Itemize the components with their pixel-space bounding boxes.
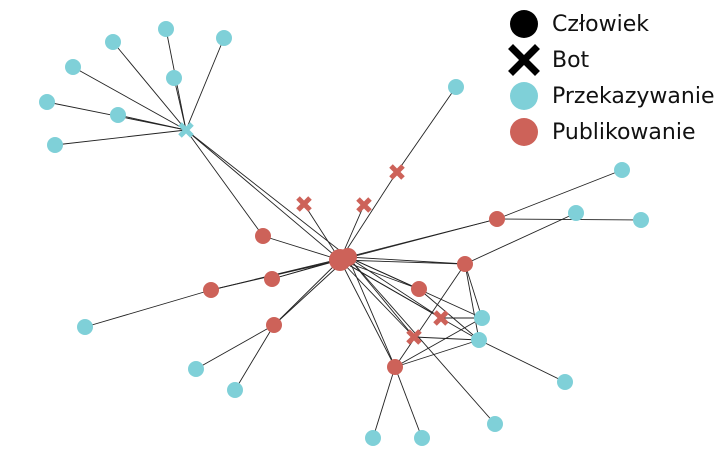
forward-node — [110, 107, 126, 123]
legend-item-forward: Przekazywanie — [508, 78, 714, 114]
forward-node — [166, 70, 182, 86]
forward-node — [471, 332, 487, 348]
forward-node — [448, 79, 464, 95]
forward-node — [47, 137, 63, 153]
forward-node — [65, 59, 81, 75]
legend-label-bot: Bot — [552, 47, 590, 73]
publish-node — [203, 282, 219, 298]
publish-node — [411, 281, 427, 297]
graph-edge — [394, 263, 466, 368]
forward-node — [614, 162, 630, 178]
forward-node — [633, 212, 649, 228]
publish-node — [266, 317, 282, 333]
graph-edge — [54, 129, 187, 146]
graph-edge — [262, 235, 341, 261]
graph-edge — [347, 256, 396, 368]
bot-node — [389, 164, 405, 180]
graph-edge — [464, 263, 483, 319]
forward-node — [487, 416, 503, 432]
publish-node — [457, 256, 473, 272]
forward-node — [39, 94, 55, 110]
forward-node — [77, 319, 93, 335]
graph-edge — [413, 336, 480, 341]
graph-edge — [72, 66, 187, 131]
bot-node — [296, 196, 312, 212]
graph-edge — [496, 169, 623, 220]
legend: Człowiek Bot Przekazywanie Publikowanie — [508, 6, 714, 150]
graph-edge — [195, 324, 275, 370]
publish-node — [339, 248, 357, 266]
legend-item-bot: Bot — [508, 42, 714, 78]
publish-node — [264, 271, 280, 287]
circle-icon — [508, 116, 540, 148]
graph-edge — [394, 366, 423, 439]
circle-icon — [508, 80, 540, 112]
circle-icon — [508, 8, 540, 40]
graph-edge — [464, 212, 577, 265]
legend-label-publish: Publikowanie — [552, 119, 696, 145]
graph-edge — [273, 259, 341, 326]
forward-node — [158, 21, 174, 37]
graph-edge — [173, 77, 187, 131]
forward-node — [557, 374, 573, 390]
graph-edge — [234, 324, 275, 391]
graph-edge — [339, 259, 466, 265]
legend-label-forward: Przekazywanie — [552, 83, 715, 109]
graph-edge — [210, 256, 349, 291]
graph-edge — [339, 259, 420, 290]
graph-edge — [185, 129, 264, 237]
graph-edge — [418, 288, 480, 341]
legend-label-human: Człowiek — [552, 11, 650, 37]
graph-edge — [496, 218, 642, 221]
graph-edge — [339, 171, 398, 261]
x-icon — [508, 44, 540, 76]
graph-edge — [185, 129, 349, 258]
graph-edge — [339, 259, 415, 338]
legend-item-human: Człowiek — [508, 6, 714, 42]
forward-node — [227, 382, 243, 398]
graph-edge — [347, 218, 498, 258]
graph-edge — [347, 256, 415, 338]
graph-edge — [394, 339, 480, 368]
bot-node — [433, 310, 449, 326]
publish-node — [387, 359, 403, 375]
bot-node — [406, 329, 422, 345]
graph-edge — [347, 256, 442, 319]
forward-node — [188, 361, 204, 377]
forward-node — [568, 205, 584, 221]
graph-edge — [117, 114, 187, 131]
nodes-layer — [39, 21, 649, 446]
graph-edge — [303, 203, 341, 261]
forward-node — [105, 34, 121, 50]
forward-node — [365, 430, 381, 446]
graph-edge — [478, 339, 566, 383]
forward-node — [474, 310, 490, 326]
edges-layer — [46, 28, 642, 439]
graph-edge — [396, 86, 457, 173]
publish-node — [489, 211, 505, 227]
graph-edge — [185, 37, 225, 131]
bot-node — [356, 197, 372, 213]
graph-edge — [339, 259, 396, 368]
graph-edge — [394, 317, 483, 368]
graph-edge — [347, 256, 496, 425]
graph-edge — [372, 366, 396, 439]
bot-node — [178, 122, 194, 138]
legend-item-publish: Publikowanie — [508, 114, 714, 150]
graph-edge — [185, 129, 341, 261]
publish-node — [255, 228, 271, 244]
graph-edge — [464, 263, 480, 341]
graph-edge — [347, 256, 466, 265]
graph-edge — [112, 41, 187, 131]
forward-node — [216, 30, 232, 46]
forward-node — [414, 430, 430, 446]
graph-edge — [84, 289, 212, 328]
graph-edge — [339, 259, 480, 341]
